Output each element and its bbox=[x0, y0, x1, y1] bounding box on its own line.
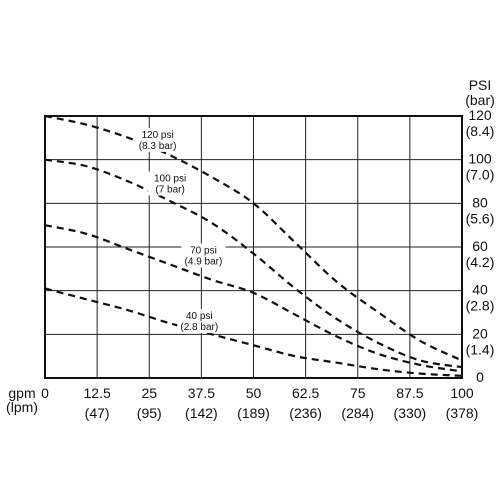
y-tick-label: 80 bbox=[472, 194, 488, 210]
grid bbox=[44, 115, 463, 379]
x-tick-label: 75 bbox=[350, 385, 366, 401]
x-tick-label: 100 bbox=[450, 385, 474, 401]
y-axis-title: PSI bbox=[469, 77, 492, 93]
x-tick-label: 0 bbox=[41, 385, 49, 401]
y-tick-sublabel: (1.4) bbox=[466, 341, 495, 357]
curve-label-bg bbox=[148, 171, 193, 196]
y-axis-subtitle: (bar) bbox=[465, 92, 495, 108]
curve-label: 70 psi bbox=[190, 246, 217, 257]
x-tick-label: 12.5 bbox=[84, 385, 111, 401]
curve-70-psi bbox=[44, 224, 463, 373]
y-axis-ticks: 0 20(1.4) 40(2.8) 60(4.2) 80(5.6) 100(7.0) 120… bbox=[466, 107, 495, 385]
curve-label: 100 psi bbox=[154, 174, 186, 185]
y-tick-label: 100 bbox=[468, 151, 492, 167]
y-tick-label: 20 bbox=[472, 325, 488, 341]
curve-label-bg bbox=[177, 309, 222, 334]
x-axis-subtitle: (lpm) bbox=[6, 399, 38, 415]
y-tick-sublabel: (8.4) bbox=[466, 123, 495, 139]
x-tick-sublabel: (95) bbox=[137, 405, 162, 421]
y-tick-sublabel: (2.8) bbox=[466, 298, 495, 314]
x-tick-label: 37.5 bbox=[188, 385, 215, 401]
x-tick-label: 87.5 bbox=[396, 385, 423, 401]
curve-labels: 120 psi(8.3 bar) 100 psi(7 bar) 70 psi(4.9… bbox=[135, 127, 226, 334]
x-axis-ticks: 0 12.5 (47) 25 (95) 37.5 (142) 50 (189) 62.5 (236)… bbox=[41, 385, 478, 421]
curve-sublabel: (4.9 bar) bbox=[185, 257, 223, 268]
curve-sublabel: (7 bar) bbox=[155, 185, 184, 196]
x-tick-sublabel: (330) bbox=[394, 405, 427, 421]
y-tick-sublabel: (4.2) bbox=[466, 254, 495, 270]
x-tick-sublabel: (236) bbox=[289, 405, 322, 421]
y-tick-label: 40 bbox=[472, 282, 488, 298]
plot-frame bbox=[44, 115, 463, 379]
curve-label: 120 psi bbox=[141, 130, 173, 141]
y-tick-label: 60 bbox=[472, 238, 488, 254]
curve-label-bg bbox=[135, 127, 180, 152]
y-tick-sublabel: (5.6) bbox=[466, 210, 495, 226]
curve-label-bg bbox=[181, 243, 226, 268]
x-tick-sublabel: (142) bbox=[185, 405, 218, 421]
x-tick-label: 25 bbox=[141, 385, 157, 401]
curve-120-psi bbox=[44, 114, 463, 362]
x-tick-label: 62.5 bbox=[292, 385, 319, 401]
x-tick-sublabel: (47) bbox=[85, 405, 110, 421]
x-tick-label: 50 bbox=[246, 385, 262, 401]
curve-40-psi bbox=[44, 287, 463, 377]
x-tick-sublabel: (189) bbox=[237, 405, 270, 421]
curve-label: 40 psi bbox=[186, 311, 213, 322]
y-tick-label: 0 bbox=[476, 369, 484, 385]
curve-100-psi bbox=[44, 158, 463, 369]
x-tick-sublabel: (284) bbox=[341, 405, 374, 421]
curves bbox=[44, 114, 463, 377]
y-tick-sublabel: (7.0) bbox=[466, 167, 495, 183]
curve-sublabel: (2.8 bar) bbox=[180, 322, 218, 333]
curve-sublabel: (8.3 bar) bbox=[139, 141, 177, 152]
y-tick-label: 120 bbox=[468, 107, 492, 123]
x-axis-title: gpm bbox=[8, 385, 35, 401]
x-tick-sublabel: (378) bbox=[446, 405, 479, 421]
